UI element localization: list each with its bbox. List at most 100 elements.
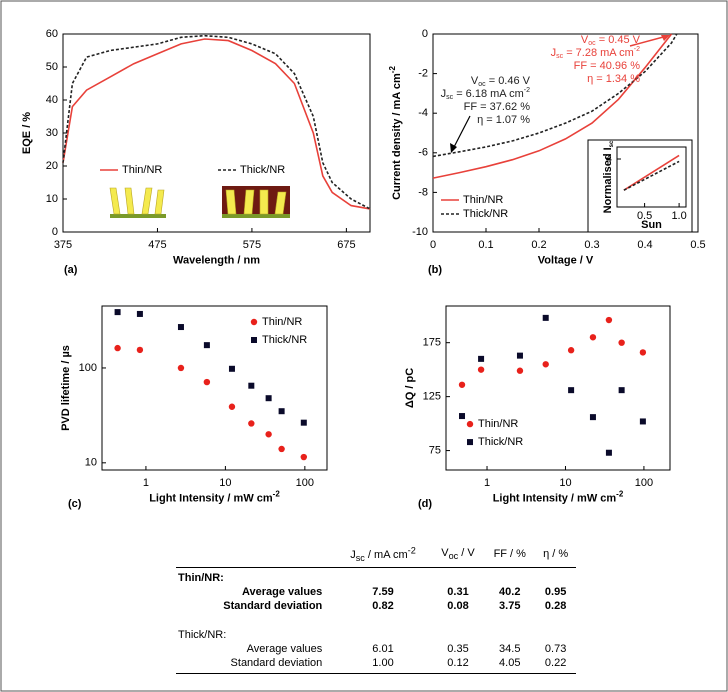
annotation: Voc = 0.46 V bbox=[471, 75, 531, 88]
x-tick-label: 10 bbox=[559, 477, 571, 489]
text-part: sc bbox=[556, 53, 564, 60]
text-part: sc bbox=[609, 140, 615, 147]
y-tick-label: -2 bbox=[418, 68, 428, 80]
y-tick-label: 75 bbox=[429, 444, 441, 456]
data-row: Average values 6.01 0.35 34.5 0.73 bbox=[176, 642, 576, 656]
text-part: oc bbox=[448, 551, 459, 562]
nanorod-icon-thick bbox=[222, 186, 290, 218]
series-line bbox=[62, 38, 371, 210]
data-row: Standard deviation 1.00 0.12 4.05 0.22 bbox=[176, 655, 576, 674]
legend-label: Thick/NR bbox=[240, 164, 285, 176]
text-part: J bbox=[551, 47, 557, 59]
text-part: -2 bbox=[524, 87, 530, 94]
cell: 0.31 bbox=[447, 585, 469, 598]
y-axis-label: ΔQ / pC bbox=[404, 368, 416, 408]
point bbox=[278, 445, 285, 453]
group-row: Thin/NR: bbox=[176, 567, 576, 585]
point bbox=[300, 453, 307, 461]
x-tick-label: 0.5 bbox=[637, 210, 652, 222]
text-part: oc bbox=[588, 40, 596, 47]
text-part: η = 1.07 % bbox=[477, 114, 530, 126]
data-row: Standard deviation 0.82 0.08 3.75 0.28 bbox=[176, 599, 576, 613]
legend-label: Thin/NR bbox=[262, 316, 302, 328]
x-tick-label: 0.3 bbox=[584, 239, 599, 251]
x-tick-label: 0 bbox=[430, 239, 436, 251]
text-part: V bbox=[441, 546, 449, 559]
text-part: -2 bbox=[634, 46, 640, 53]
x-tick-label: 10 bbox=[219, 477, 231, 489]
point bbox=[605, 449, 612, 456]
y-tick-label: 50 bbox=[46, 61, 58, 73]
header-text: η / % bbox=[543, 548, 568, 560]
x-axis-label: Sun bbox=[641, 219, 662, 231]
text-part: sc bbox=[355, 552, 365, 563]
point bbox=[478, 355, 485, 362]
x-tick-label: 0.2 bbox=[531, 239, 546, 251]
group-row: Thick/NR: bbox=[176, 625, 576, 642]
y-tick-label: 175 bbox=[423, 337, 441, 349]
text-part: -2 bbox=[273, 490, 281, 499]
point bbox=[542, 361, 549, 368]
point bbox=[248, 382, 255, 389]
legend-swatch bbox=[251, 337, 257, 343]
cell: 0.28 bbox=[544, 599, 567, 612]
point bbox=[589, 334, 597, 341]
text-part: sc bbox=[446, 94, 454, 101]
cell: 0.82 bbox=[372, 599, 394, 612]
point bbox=[114, 309, 121, 316]
annotation: η = 1.07 % bbox=[477, 114, 530, 126]
point bbox=[639, 349, 647, 356]
cell: 0.08 bbox=[447, 599, 469, 612]
x-tick-label: 1 bbox=[143, 477, 149, 489]
y-tick-label: 0 bbox=[52, 226, 58, 238]
y-tick-label: 10 bbox=[46, 193, 58, 205]
y-axis-label: PVD lifetime / µs bbox=[60, 345, 72, 431]
x-axis-label: Light Intensity / mW cm-2 bbox=[493, 490, 624, 505]
legend-label: Thin/NR bbox=[122, 164, 162, 176]
plot-frame bbox=[616, 146, 687, 208]
group-title: Thick/NR: bbox=[178, 628, 227, 641]
text-part: Normalised I bbox=[602, 147, 614, 213]
series-line bbox=[623, 154, 680, 191]
cell: 3.75 bbox=[499, 599, 521, 612]
group-title: Thin/NR: bbox=[178, 571, 224, 584]
annotation: FF = 37.62 % bbox=[464, 101, 531, 113]
point bbox=[567, 347, 575, 354]
series-line bbox=[432, 33, 678, 158]
cell: 4.05 bbox=[484, 655, 536, 674]
arrow-head bbox=[450, 143, 457, 153]
legend-label: Thin/NR bbox=[478, 418, 518, 430]
x-axis-label: Voltage / V bbox=[538, 255, 594, 267]
header-text: FF / % bbox=[494, 548, 526, 560]
column-header: Jsc / mA cm-2 bbox=[334, 541, 432, 568]
text-part: = 7.28 mA cm bbox=[563, 47, 634, 59]
cell: 0.95 bbox=[544, 585, 567, 598]
text-part: = 0.45 V bbox=[596, 34, 641, 46]
legend-label: Thin/NR bbox=[463, 194, 503, 206]
text-part: = 6.18 mA cm bbox=[453, 88, 524, 100]
point bbox=[542, 314, 549, 321]
x-tick-label: 0.5 bbox=[690, 239, 705, 251]
nanorod-icon-thin bbox=[109, 187, 166, 218]
text-part: Light Intensity / mW cm bbox=[493, 493, 617, 505]
y-tick-label: -6 bbox=[418, 147, 428, 159]
panel-label: (d) bbox=[418, 498, 432, 510]
point bbox=[136, 310, 143, 317]
y-tick-label: -10 bbox=[412, 226, 428, 238]
plot-frame bbox=[432, 33, 699, 233]
x-tick-label: 100 bbox=[635, 477, 653, 489]
point bbox=[248, 420, 255, 427]
point bbox=[477, 366, 485, 373]
point bbox=[228, 365, 235, 372]
point bbox=[278, 408, 285, 415]
text-part: -2 bbox=[616, 490, 624, 499]
point bbox=[300, 419, 307, 426]
y-tick-label: 30 bbox=[46, 127, 58, 139]
point bbox=[265, 395, 272, 402]
text-part: J bbox=[350, 548, 356, 561]
point bbox=[618, 387, 625, 394]
annotation: Jsc = 7.28 mA cm-2 bbox=[551, 46, 640, 60]
point bbox=[639, 418, 646, 425]
